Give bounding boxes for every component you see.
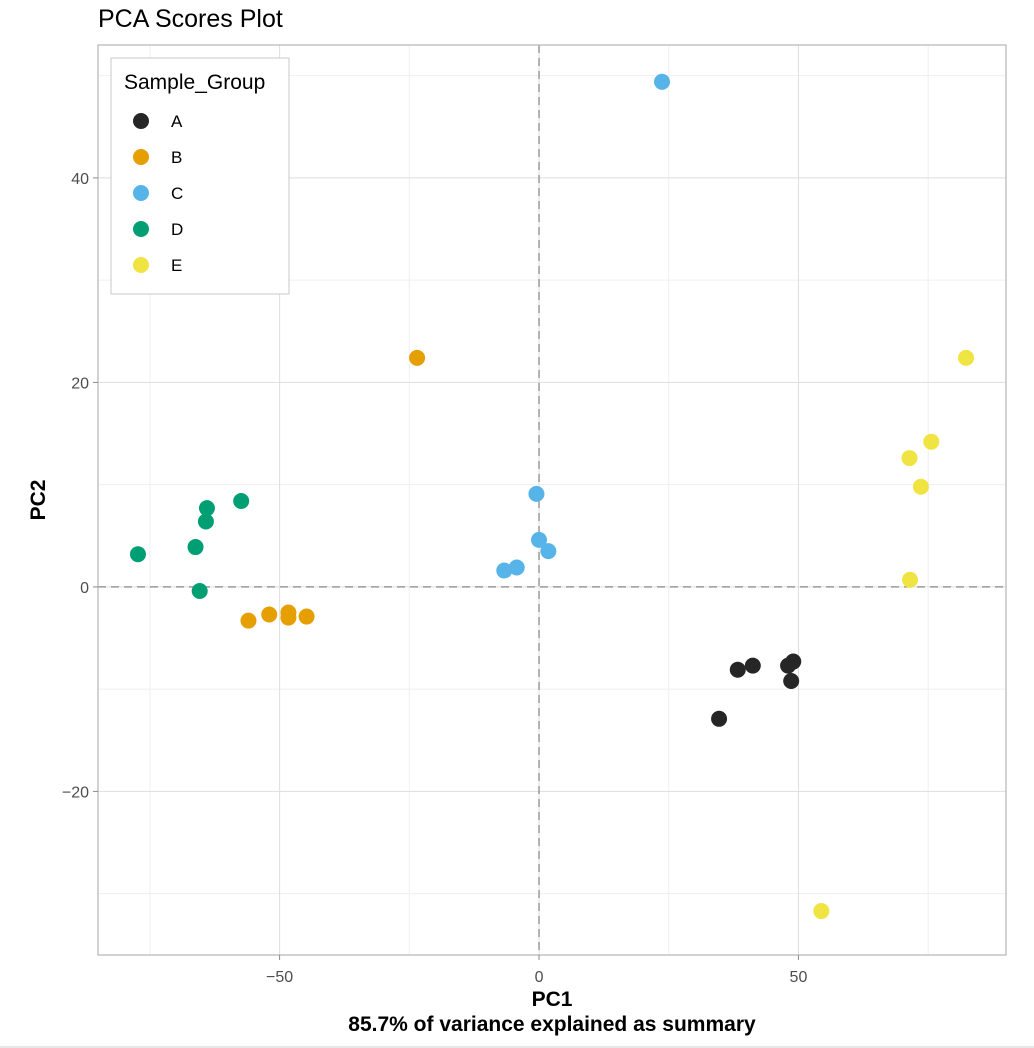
legend-key-b bbox=[133, 149, 149, 165]
y-tick-label: −20 bbox=[62, 784, 89, 801]
chart-title: PCA Scores Plot bbox=[98, 5, 283, 33]
point-group-e bbox=[923, 434, 939, 450]
point-group-a bbox=[783, 673, 799, 689]
point-group-b bbox=[409, 350, 425, 366]
point-group-b bbox=[299, 609, 315, 625]
point-group-e bbox=[913, 479, 929, 495]
legend-label-b: B bbox=[171, 148, 182, 167]
legend-title: Sample_Group bbox=[124, 71, 265, 94]
point-group-e bbox=[902, 572, 918, 588]
x-axis-ticks: −50 0 50 bbox=[266, 955, 807, 986]
y-axis-title: PC2 bbox=[27, 480, 50, 521]
x-tick-label: −50 bbox=[266, 969, 293, 986]
pca-scores-chart: PCA Scores Plot −50 0 50 −20 0 20 40 PC1 85.7… bbox=[0, 0, 1034, 1048]
legend-label-a: A bbox=[171, 112, 183, 131]
point-group-c bbox=[540, 543, 556, 559]
point-group-d bbox=[188, 539, 204, 555]
point-group-a bbox=[785, 654, 801, 670]
point-group-a bbox=[745, 658, 761, 674]
x-tick-label: 50 bbox=[790, 969, 808, 986]
x-axis-title: PC1 bbox=[532, 988, 573, 1011]
y-tick-label: 20 bbox=[71, 375, 89, 392]
x-tick-label: 0 bbox=[535, 969, 544, 986]
legend-key-a bbox=[133, 113, 149, 129]
legend-label-d: D bbox=[171, 220, 183, 239]
point-group-c bbox=[496, 563, 512, 579]
y-tick-label: 0 bbox=[80, 580, 89, 597]
legend-label-e: E bbox=[171, 256, 182, 275]
point-group-c bbox=[654, 74, 670, 90]
legend-label-c: C bbox=[171, 184, 183, 203]
legend-key-d bbox=[133, 221, 149, 237]
legend-key-c bbox=[133, 185, 149, 201]
point-group-b bbox=[261, 607, 277, 623]
point-group-d bbox=[130, 546, 146, 562]
point-group-e bbox=[901, 450, 917, 466]
y-axis-ticks: −20 0 20 40 bbox=[62, 171, 98, 801]
y-tick-label: 40 bbox=[71, 171, 89, 188]
point-group-b bbox=[240, 613, 256, 629]
point-group-a bbox=[730, 662, 746, 678]
point-group-a bbox=[711, 711, 727, 727]
x-axis-subtitle: 85.7% of variance explained as summary bbox=[348, 1013, 756, 1036]
point-group-d bbox=[192, 583, 208, 599]
point-group-b bbox=[280, 610, 296, 626]
point-group-d bbox=[233, 493, 249, 509]
point-group-c bbox=[528, 486, 544, 502]
point-group-e bbox=[813, 903, 829, 919]
point-group-d bbox=[198, 513, 214, 529]
legend-key-e bbox=[133, 257, 149, 273]
point-group-e bbox=[958, 350, 974, 366]
